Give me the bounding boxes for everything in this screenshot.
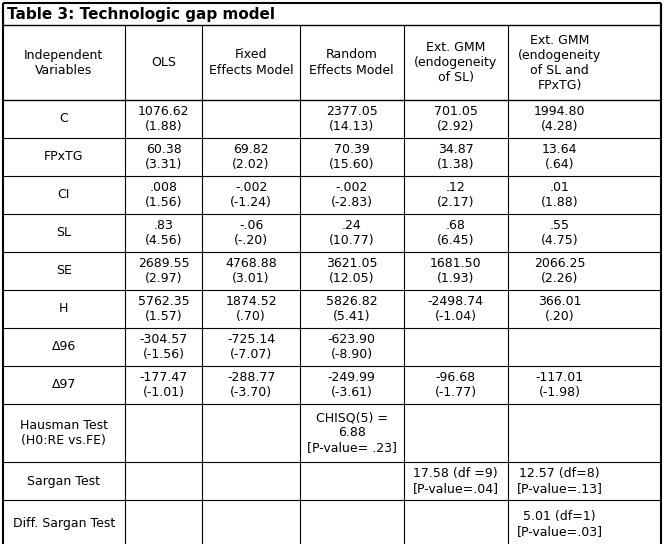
Text: -.002
(-2.83): -.002 (-2.83) bbox=[331, 181, 373, 209]
Text: 69.82
(2.02): 69.82 (2.02) bbox=[232, 143, 270, 171]
Text: Ext. GMM
(endogeneity
of SL and
FPxTG): Ext. GMM (endogeneity of SL and FPxTG) bbox=[518, 34, 602, 91]
Text: -117.01
(-1.98): -117.01 (-1.98) bbox=[536, 371, 584, 399]
Text: 3621.05
(12.05): 3621.05 (12.05) bbox=[326, 257, 378, 285]
Text: -.002
(-1.24): -.002 (-1.24) bbox=[230, 181, 272, 209]
Text: 34.87
(1.38): 34.87 (1.38) bbox=[437, 143, 475, 171]
Text: Hausman Test
(H0:RE vs.FE): Hausman Test (H0:RE vs.FE) bbox=[20, 419, 108, 447]
Text: -.06
(-.20): -.06 (-.20) bbox=[234, 219, 268, 247]
Text: Random
Effects Model: Random Effects Model bbox=[309, 48, 394, 77]
Text: 2066.25
(2.26): 2066.25 (2.26) bbox=[534, 257, 586, 285]
Text: -725.14
(-7.07): -725.14 (-7.07) bbox=[227, 333, 275, 361]
Text: -177.47
(-1.01): -177.47 (-1.01) bbox=[139, 371, 188, 399]
Text: 1874.52
(.70): 1874.52 (.70) bbox=[225, 295, 277, 323]
Text: Δ97: Δ97 bbox=[52, 379, 76, 392]
Text: 60.38
(3.31): 60.38 (3.31) bbox=[145, 143, 182, 171]
Text: -288.77
(-3.70): -288.77 (-3.70) bbox=[227, 371, 276, 399]
Text: .55
(4.75): .55 (4.75) bbox=[541, 219, 578, 247]
Text: Diff. Sargan Test: Diff. Sargan Test bbox=[13, 517, 115, 530]
Text: 1076.62
(1.88): 1076.62 (1.88) bbox=[138, 105, 189, 133]
Text: OLS: OLS bbox=[151, 56, 176, 69]
Text: -623.90
(-8.90): -623.90 (-8.90) bbox=[328, 333, 376, 361]
Text: SE: SE bbox=[56, 264, 72, 277]
Text: 366.01
(.20): 366.01 (.20) bbox=[538, 295, 582, 323]
Text: .01
(1.88): .01 (1.88) bbox=[541, 181, 578, 209]
Text: SL: SL bbox=[56, 226, 71, 239]
Text: 5762.35
(1.57): 5762.35 (1.57) bbox=[137, 295, 189, 323]
Text: Δ96: Δ96 bbox=[52, 341, 76, 354]
Text: 1994.80
(4.28): 1994.80 (4.28) bbox=[534, 105, 586, 133]
Text: -96.68
(-1.77): -96.68 (-1.77) bbox=[435, 371, 477, 399]
Text: .24
(10.77): .24 (10.77) bbox=[329, 219, 374, 247]
Text: 5826.82
(5.41): 5826.82 (5.41) bbox=[326, 295, 378, 323]
Text: C: C bbox=[60, 113, 68, 126]
Text: 4768.88
(3.01): 4768.88 (3.01) bbox=[225, 257, 277, 285]
Text: FPxTG: FPxTG bbox=[44, 151, 84, 164]
Text: -2498.74
(-1.04): -2498.74 (-1.04) bbox=[428, 295, 483, 323]
Text: 17.58 (df =9)
[P-value=.04]: 17.58 (df =9) [P-value=.04] bbox=[413, 467, 499, 495]
Text: 5.01 (df=1)
[P-value=.03]: 5.01 (df=1) [P-value=.03] bbox=[517, 510, 603, 538]
Text: 70.39
(15.60): 70.39 (15.60) bbox=[329, 143, 374, 171]
Text: H: H bbox=[59, 302, 68, 316]
Text: .12
(2.17): .12 (2.17) bbox=[437, 181, 475, 209]
Text: 12.57 (df=8)
[P-value=.13]: 12.57 (df=8) [P-value=.13] bbox=[517, 467, 603, 495]
Text: CI: CI bbox=[58, 189, 70, 201]
Text: Independent
Variables: Independent Variables bbox=[25, 48, 104, 77]
Text: 2689.55
(2.97): 2689.55 (2.97) bbox=[137, 257, 189, 285]
Text: 1681.50
(1.93): 1681.50 (1.93) bbox=[430, 257, 481, 285]
Text: .008
(1.56): .008 (1.56) bbox=[145, 181, 183, 209]
Text: .68
(6.45): .68 (6.45) bbox=[437, 219, 475, 247]
Text: Sargan Test: Sargan Test bbox=[27, 474, 100, 487]
Text: Fixed
Effects Model: Fixed Effects Model bbox=[208, 48, 293, 77]
Text: 13.64
(.64): 13.64 (.64) bbox=[542, 143, 578, 171]
Text: Table 3: Technologic gap model: Table 3: Technologic gap model bbox=[7, 7, 275, 22]
Text: 2377.05
(14.13): 2377.05 (14.13) bbox=[326, 105, 378, 133]
Text: Ext. GMM
(endogeneity
of SL): Ext. GMM (endogeneity of SL) bbox=[414, 41, 497, 84]
Text: -304.57
(-1.56): -304.57 (-1.56) bbox=[139, 333, 188, 361]
Text: 701.05
(2.92): 701.05 (2.92) bbox=[434, 105, 477, 133]
Text: .83
(4.56): .83 (4.56) bbox=[145, 219, 183, 247]
Text: -249.99
(-3.61): -249.99 (-3.61) bbox=[328, 371, 376, 399]
Text: CHISQ(5) =
6.88
[P-value= .23]: CHISQ(5) = 6.88 [P-value= .23] bbox=[307, 411, 396, 454]
